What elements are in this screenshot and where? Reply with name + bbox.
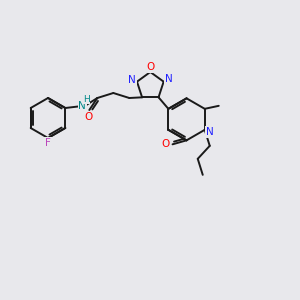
Text: O: O [146,62,154,72]
Text: N: N [128,75,136,85]
Text: N: N [165,74,172,84]
Text: N: N [78,101,86,111]
Text: F: F [45,138,51,148]
Text: O: O [84,112,92,122]
Text: O: O [161,139,170,149]
Text: N: N [206,127,214,137]
Text: H: H [83,94,90,103]
